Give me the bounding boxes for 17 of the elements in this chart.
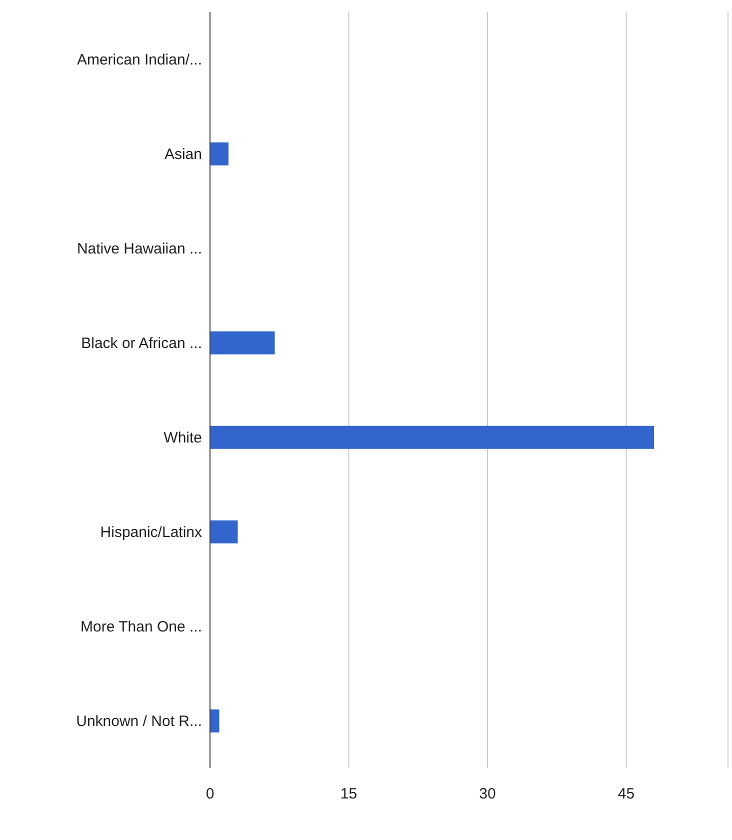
- y-tick-label: Asian: [164, 146, 202, 164]
- y-tick-label: Hispanic/Latinx: [100, 524, 202, 542]
- y-tick-label: White: [164, 430, 202, 447]
- x-tick-label: 0: [206, 786, 214, 803]
- bar: [210, 426, 654, 449]
- bar: [210, 142, 228, 166]
- y-tick-label: Unknown / Not R...: [76, 713, 202, 730]
- y-tick-label: Native Hawaiian ...: [76, 240, 202, 258]
- x-tick-label: 15: [340, 786, 358, 803]
- bar: [210, 520, 238, 544]
- y-tick-label: More Than One ...: [80, 618, 202, 636]
- x-tick-label: 30: [479, 786, 496, 803]
- bar: [210, 331, 275, 354]
- y-tick-label: Black or African ...: [81, 335, 202, 352]
- y-tick-label: American Indian/...: [76, 52, 202, 69]
- x-tick-label: 45: [618, 786, 635, 803]
- bar: [210, 709, 220, 732]
